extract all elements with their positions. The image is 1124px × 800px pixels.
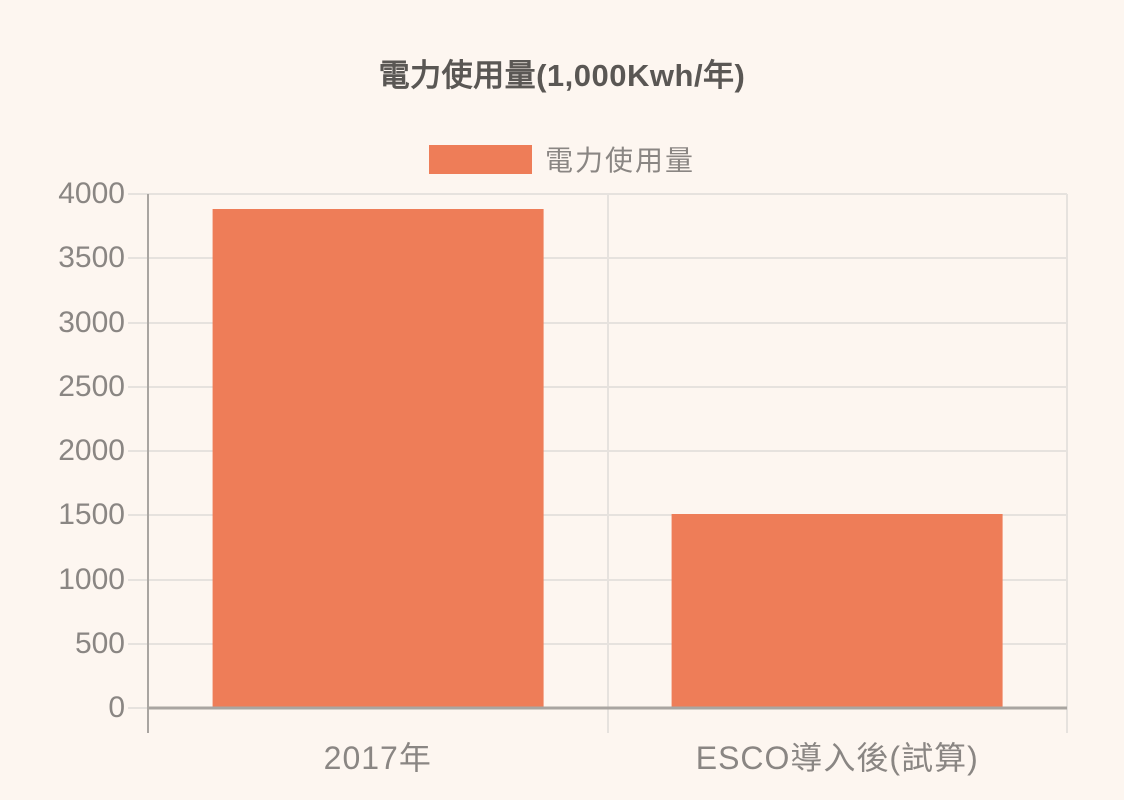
gridline-2500 [128, 385, 1067, 388]
y-tick-label-3000: 3000 [58, 305, 125, 339]
y-axis-line [147, 194, 149, 733]
y-tick-label-4000: 4000 [58, 177, 125, 210]
bar-ESCO導入後(試算) [671, 513, 1003, 708]
x-axis-labels: 2017年 ESCO導入後(試算) [148, 733, 1067, 778]
legend-swatch [428, 144, 532, 174]
gridline-1000 [128, 578, 1067, 581]
legend-label: 電力使用量 [544, 145, 695, 176]
y-tick-label-3500: 3500 [58, 241, 125, 275]
bar-2017年 [212, 209, 544, 708]
x-tick-label-ESCO導入後(試算): ESCO導入後(試算) [695, 740, 979, 776]
gridline-3500 [128, 257, 1067, 260]
chart-title: 電力使用量(1,000Kwh/年) [378, 58, 746, 93]
category-divider [606, 194, 609, 733]
x-tick-label-2017年: 2017年 [323, 740, 432, 776]
y-tick-label-0: 0 [108, 691, 125, 724]
y-tick-label-1500: 1500 [58, 498, 125, 532]
plot-right-border [1066, 194, 1068, 733]
gridline-3000 [128, 321, 1067, 324]
gridline-2000 [128, 450, 1067, 452]
x-axis-baseline [148, 706, 1067, 710]
y-tick-label-500: 500 [74, 626, 125, 660]
gridline-1500 [128, 514, 1067, 517]
gridline-500 [128, 642, 1067, 645]
plot-area [128, 193, 1068, 733]
legend: 電力使用量 [0, 139, 1124, 179]
y-axis-labels: 0 500 1000 1500 2000 2500 3000 3500 4000 [0, 177, 126, 724]
gridline-4000 [128, 193, 1067, 195]
y-tick-label-2000: 2000 [58, 434, 125, 467]
y-tick-label-1000: 1000 [58, 562, 125, 596]
y-tick-label-2500: 2500 [58, 369, 125, 403]
